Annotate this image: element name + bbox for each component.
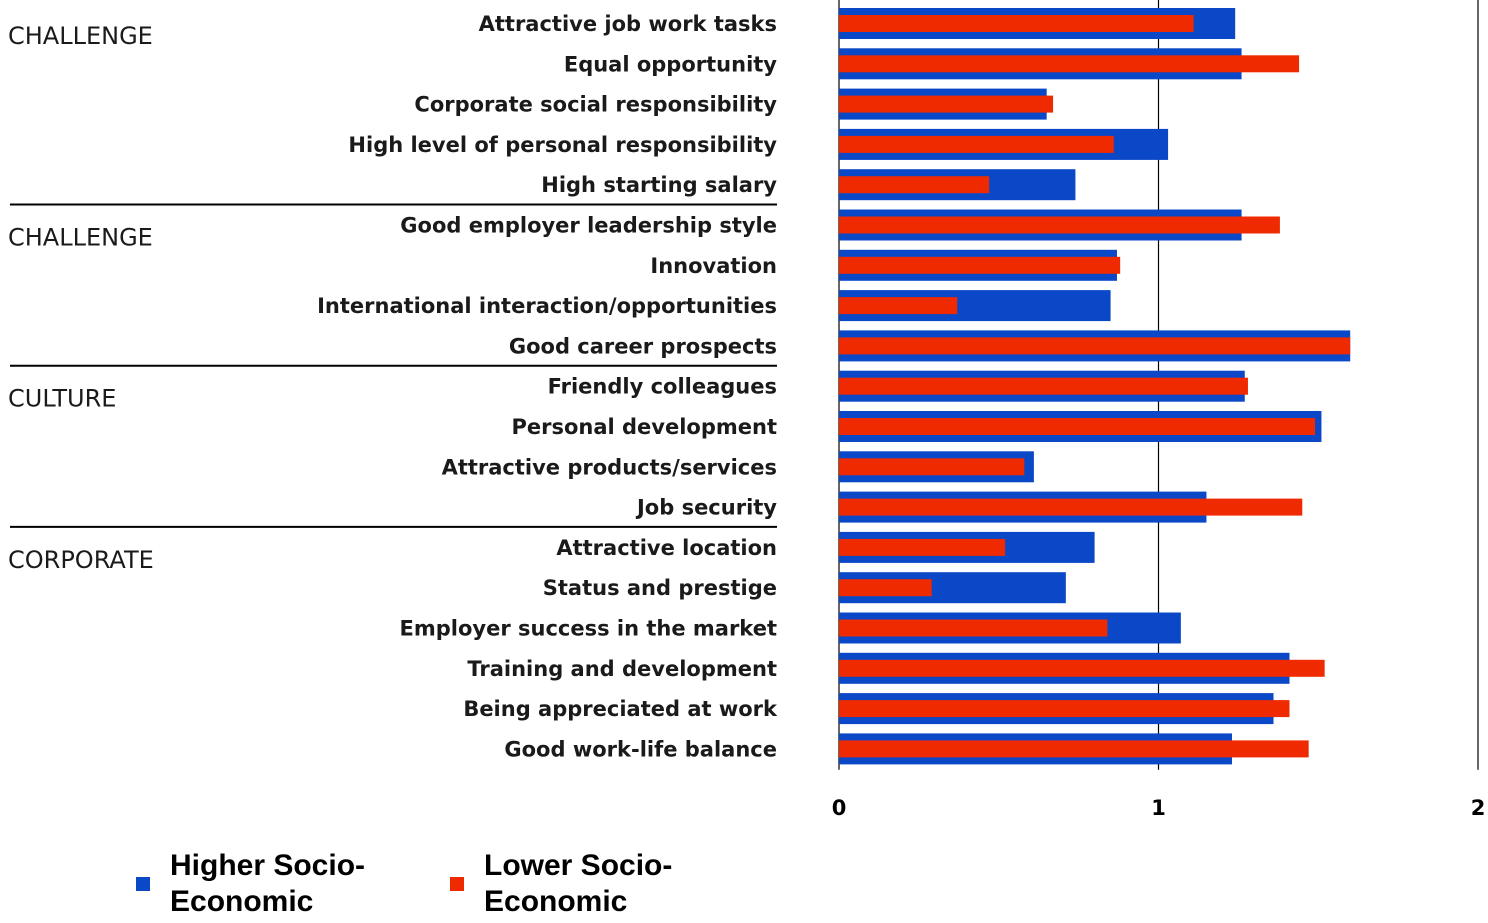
category-label: Job security [635,496,777,520]
bar-lower [839,176,990,194]
category-label: Innovation [650,254,777,278]
group-label: CORPORATE [8,546,154,574]
x-tick-label: 2 [1471,796,1486,820]
category-label: Being appreciated at work [463,697,778,721]
bar-lower [839,700,1290,718]
bar-lower [839,337,1351,355]
category-label: High level of personal responsibility [348,133,777,157]
category-label: Friendly colleagues [548,375,777,399]
bar-lower [839,135,1114,153]
bar-lower [839,538,1006,556]
x-tick-label: 0 [832,796,847,820]
legend-swatch-higher [136,877,150,891]
category-label: Status and prestige [543,576,777,600]
bar-lower [839,15,1194,32]
category-labels: Attractive job work tasks Equal opportuni… [317,12,778,761]
group-label: CULTURE [8,385,116,413]
group-label: CHALLENGE [8,22,153,50]
category-label: Good employer leadership style [400,214,777,238]
bar-lower [839,740,1309,758]
bar-lower [839,619,1108,637]
category-label: Equal opportunity [564,52,777,76]
legend: Higher Socio-Economic Lower Socio-Econom… [136,848,724,920]
bar-lower [839,256,1121,274]
legend-label-lower: Lower Socio-Economic [484,849,673,918]
bar-lower [839,377,1248,395]
legend-swatch-lower [450,877,464,891]
legend-item-lower: Lower Socio-Economic [450,848,724,920]
bar-lower [839,95,1054,113]
bar-lower [839,458,1025,476]
legend-item-higher: Higher Socio-Economic [136,848,410,920]
category-label: Training and development [467,657,777,681]
category-label: Corporate social responsibility [414,93,777,117]
category-label: International interaction/opportunities [317,294,777,318]
bar-lower [839,498,1303,516]
category-label: Employer success in the market [400,617,777,641]
group-labels: CHALLENGE CHALLENGE CULTURE CORPORATE [8,22,777,574]
category-label: Personal development [511,415,777,439]
category-label: Attractive location [556,536,777,560]
bar-lower [839,55,1300,73]
bar-lower [839,418,1316,435]
category-label: Good career prospects [509,334,777,358]
category-label: Attractive job work tasks [479,12,777,36]
bar-lower [839,216,1280,234]
bar-lower [839,297,958,315]
x-axis-ticks: 0 1 2 [832,796,1486,820]
group-label: CHALLENGE [8,224,153,252]
legend-label-higher: Higher Socio-Economic [170,849,366,918]
category-label: Good work-life balance [504,737,777,761]
x-tick-label: 1 [1151,796,1166,820]
category-label: Attractive products/services [442,455,777,479]
category-label: High starting salary [541,173,777,197]
bar-lower [839,659,1325,677]
bar-lower [839,579,932,597]
bars [839,8,1351,765]
